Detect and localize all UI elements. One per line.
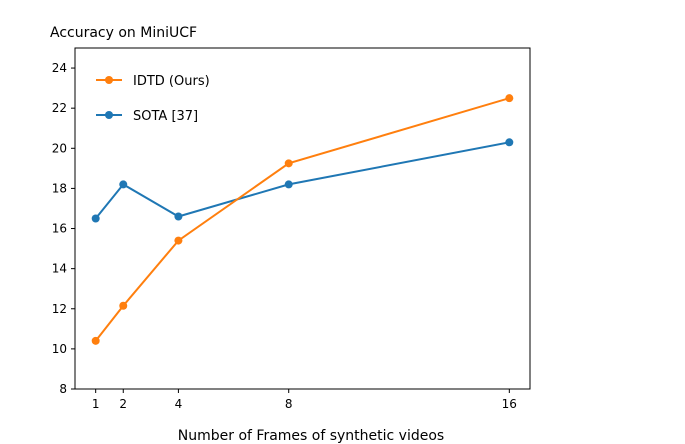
y-tick-label: 22 <box>52 101 67 115</box>
data-point-idtd-ours <box>119 301 128 310</box>
plot-frame <box>74 47 531 390</box>
y-tick-label: 8 <box>59 382 67 396</box>
data-point-idtd-ours <box>505 94 514 103</box>
series-line-idtd-ours <box>94 97 510 342</box>
x-tick-label: 4 <box>175 397 183 411</box>
y-tick-label: 14 <box>52 262 67 276</box>
series-line-sota-37 <box>94 141 510 220</box>
legend-marker-sota-37 <box>105 111 113 119</box>
x-tick-label: 1 <box>92 397 100 411</box>
y-tick-label: 12 <box>52 302 67 316</box>
y-tick-label: 24 <box>52 61 67 75</box>
y-tick-label: 20 <box>52 141 67 155</box>
y-tick-label: 16 <box>52 222 67 236</box>
data-point-sota-37 <box>174 212 183 221</box>
x-axis: 1 2 4 8 16 <box>92 389 517 411</box>
series-layer <box>91 94 514 345</box>
data-point-sota-37 <box>505 138 514 147</box>
chart-title: Accuracy on MiniUCF <box>50 25 197 41</box>
x-tick-label: 2 <box>119 397 127 411</box>
data-point-sota-37 <box>91 214 100 223</box>
legend-label-sota-37: SOTA [37] <box>133 109 198 124</box>
legend-label-idtd-ours: IDTD (Ours) <box>133 74 210 89</box>
data-point-idtd-ours <box>91 336 100 345</box>
x-axis-label: Number of Frames of synthetic videos <box>178 428 444 444</box>
legend-marker-idtd-ours <box>105 76 113 84</box>
x-tick-label: 16 <box>502 397 517 411</box>
x-tick-label: 8 <box>285 397 293 411</box>
y-tick-label: 10 <box>52 342 67 356</box>
data-point-sota-37 <box>284 180 293 189</box>
data-point-idtd-ours <box>284 159 293 168</box>
y-tick-label: 18 <box>52 181 67 195</box>
data-point-idtd-ours <box>174 236 183 245</box>
data-point-sota-37 <box>119 180 128 189</box>
legend: IDTD (Ours) SOTA [37] <box>96 74 210 124</box>
y-axis: 8 10 12 14 16 18 20 22 24 <box>52 61 75 396</box>
